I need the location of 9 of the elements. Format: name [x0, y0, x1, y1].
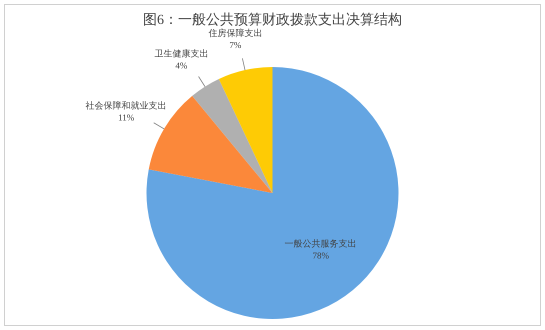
data-label: 4%: [175, 60, 188, 70]
slice-label: 一般公共服务支出: [284, 238, 357, 248]
data-label: 78%: [312, 250, 330, 260]
data-label: 7%: [229, 40, 242, 50]
chart-title: 图6：一般公共预算财政拨款支出决算结构: [142, 12, 403, 28]
slice-label: 卫生健康支出: [154, 48, 208, 58]
data-label: 11%: [118, 112, 135, 123]
slice-label: 住房保障支出: [208, 28, 262, 38]
slice-label: 社会保障和就业支出: [86, 100, 167, 111]
